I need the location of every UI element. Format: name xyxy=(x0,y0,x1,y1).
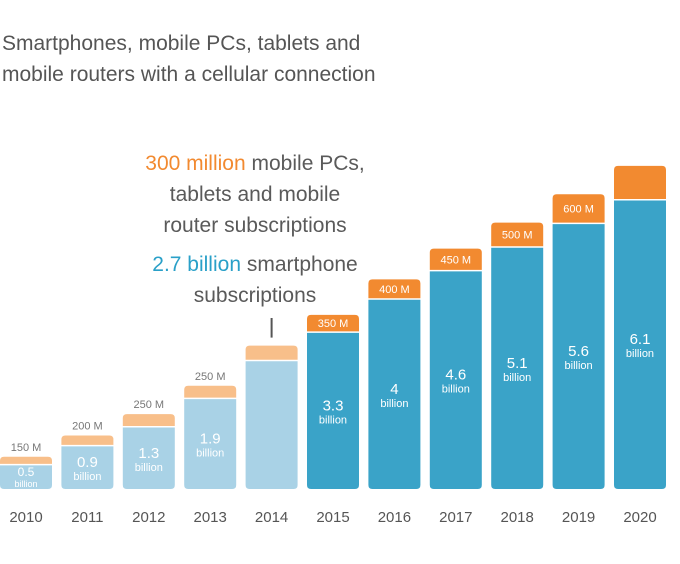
data-label-smartphone-2016: 4 xyxy=(390,381,398,398)
x-tick-label-2013: 2013 xyxy=(194,509,227,526)
annotation-other-value: 300 million xyxy=(145,152,246,175)
bar-other-2016 xyxy=(368,279,421,299)
annotation-smartphone-value: 2.7 billion xyxy=(152,253,241,276)
bar-smartphone-2010 xyxy=(0,465,52,489)
annotation-line-4: 2.7 billion smartphone xyxy=(120,249,390,280)
data-label-smartphone-2012: 1.3 xyxy=(138,445,159,462)
unit-label-2012: billion xyxy=(135,462,163,474)
unit-label-2017: billion xyxy=(442,384,470,396)
bar-smartphone-2011 xyxy=(61,446,114,489)
data-label-other-2019: 600 M xyxy=(563,203,594,215)
data-label-smartphone-2011: 0.9 xyxy=(77,454,98,471)
data-label-other-2012: 250 M xyxy=(134,399,165,411)
annotation-2014: 300 million mobile PCs, tablets and mobi… xyxy=(120,148,390,311)
chart-title-line-1: Smartphones, mobile PCs, tablets and xyxy=(2,32,361,55)
annotation-other-text: mobile PCs, xyxy=(245,152,365,175)
bar-other-2017 xyxy=(429,248,482,270)
bar-smartphone-2015 xyxy=(307,332,359,489)
unit-label-2018: billion xyxy=(503,372,531,384)
data-label-other-2011: 200 M xyxy=(72,420,103,432)
bar-other-2010 xyxy=(0,456,52,464)
unit-label-2013: billion xyxy=(196,448,224,460)
x-tick-label-2014: 2014 xyxy=(255,509,288,526)
bar-other-2012 xyxy=(122,414,175,427)
unit-label-2011: billion xyxy=(73,471,101,483)
x-tick-label-2019: 2019 xyxy=(562,509,595,526)
bar-smartphone-2014 xyxy=(245,361,298,489)
data-label-other-2015: 350 M xyxy=(318,318,349,330)
x-tick-label-2011: 2011 xyxy=(71,509,103,526)
bar-other-2019 xyxy=(552,194,605,223)
x-tick-label-2012: 2012 xyxy=(132,509,165,526)
bar-other-2011 xyxy=(61,435,114,445)
annotation-line-1: 300 million mobile PCs, xyxy=(120,148,390,179)
x-tick-label-2018: 2018 xyxy=(501,509,534,526)
data-label-smartphone-2017: 4.6 xyxy=(445,367,466,384)
x-tick-label-2010: 2010 xyxy=(9,509,42,526)
data-label-other-2016: 400 M xyxy=(379,284,410,296)
unit-label-2019: billion xyxy=(565,360,593,372)
bar-smartphone-2019 xyxy=(552,224,605,489)
bar-smartphone-2013 xyxy=(184,399,237,489)
annotation-line-5: subscriptions xyxy=(193,284,317,307)
data-label-smartphone-2010: 0.5 xyxy=(18,465,35,479)
bar-smartphone-2020 xyxy=(614,200,666,489)
unit-label-2016: billion xyxy=(380,398,408,410)
bar-smartphone-2018 xyxy=(491,247,544,489)
annotation-line-3: router subscriptions xyxy=(163,214,347,237)
bar-smartphone-2017 xyxy=(429,271,482,489)
x-tick-label-2016: 2016 xyxy=(378,509,411,526)
x-tick-label-2020: 2020 xyxy=(623,509,656,526)
chart-title-line-2: mobile routers with a cellular connectio… xyxy=(2,63,376,86)
data-label-smartphone-2013: 1.9 xyxy=(200,431,221,448)
data-label-smartphone-2019: 5.6 xyxy=(568,343,589,360)
x-tick-label-2015: 2015 xyxy=(316,509,349,526)
data-label-other-2018: 500 M xyxy=(502,229,533,241)
data-label-other-2013: 250 M xyxy=(195,371,226,383)
bar-other-2014 xyxy=(245,345,298,360)
data-label-smartphone-2020: 6.1 xyxy=(630,331,651,348)
bar-other-2018 xyxy=(491,222,544,247)
data-label-other-2010: 150 M xyxy=(11,442,42,454)
unit-label-2015: billion xyxy=(319,414,347,426)
annotation-smartphone-text: smartphone xyxy=(241,253,358,276)
data-label-smartphone-2018: 5.1 xyxy=(507,355,528,372)
bar-smartphone-2012 xyxy=(122,427,175,489)
unit-label-2010: billion xyxy=(14,479,37,489)
unit-label-2020: billion xyxy=(626,348,654,360)
data-label-other-2017: 450 M xyxy=(441,254,472,266)
x-tick-label-2017: 2017 xyxy=(439,509,472,526)
bar-other-2015 xyxy=(307,314,359,332)
bar-other-2013 xyxy=(184,385,237,398)
chart-title: Smartphones, mobile PCs, tablets and mob… xyxy=(2,28,462,90)
bar-other-2020 xyxy=(614,165,666,199)
data-label-smartphone-2015: 3.3 xyxy=(323,397,344,414)
bar-smartphone-2016 xyxy=(368,299,421,489)
bars-group xyxy=(0,165,666,489)
annotation-line-2: tablets and mobile xyxy=(169,183,341,206)
